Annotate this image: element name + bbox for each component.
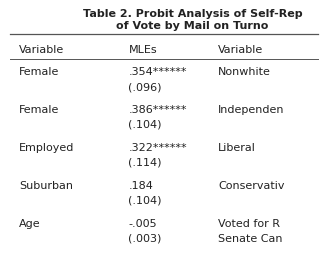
Text: Voted for R: Voted for R [218,219,280,229]
Text: .386******: .386****** [128,105,187,115]
Text: Female: Female [19,105,60,115]
Text: (.114): (.114) [128,158,162,168]
Text: Variable: Variable [218,45,264,54]
Text: Liberal: Liberal [218,143,256,153]
Text: Age: Age [19,219,41,229]
Text: (.003): (.003) [128,234,162,244]
Text: (.104): (.104) [128,196,162,206]
Text: Senate Can: Senate Can [218,234,283,244]
Text: Employed: Employed [19,143,75,153]
Text: of Vote by Mail on Turno: of Vote by Mail on Turno [117,21,269,31]
Text: Variable: Variable [19,45,65,54]
Text: (.104): (.104) [128,120,162,130]
Text: Conservativ: Conservativ [218,181,285,191]
Text: Nonwhite: Nonwhite [218,67,271,77]
Text: -.005: -.005 [128,219,157,229]
Text: (.096): (.096) [128,82,162,92]
Text: Female: Female [19,67,60,77]
Text: .354******: .354****** [128,67,187,77]
Text: Independen: Independen [218,105,285,115]
Text: Table 2. Probit Analysis of Self-Rep: Table 2. Probit Analysis of Self-Rep [83,9,302,19]
Text: MLEs: MLEs [128,45,157,54]
Text: Suburban: Suburban [19,181,73,191]
Text: .322******: .322****** [128,143,187,153]
Text: .184: .184 [128,181,153,191]
